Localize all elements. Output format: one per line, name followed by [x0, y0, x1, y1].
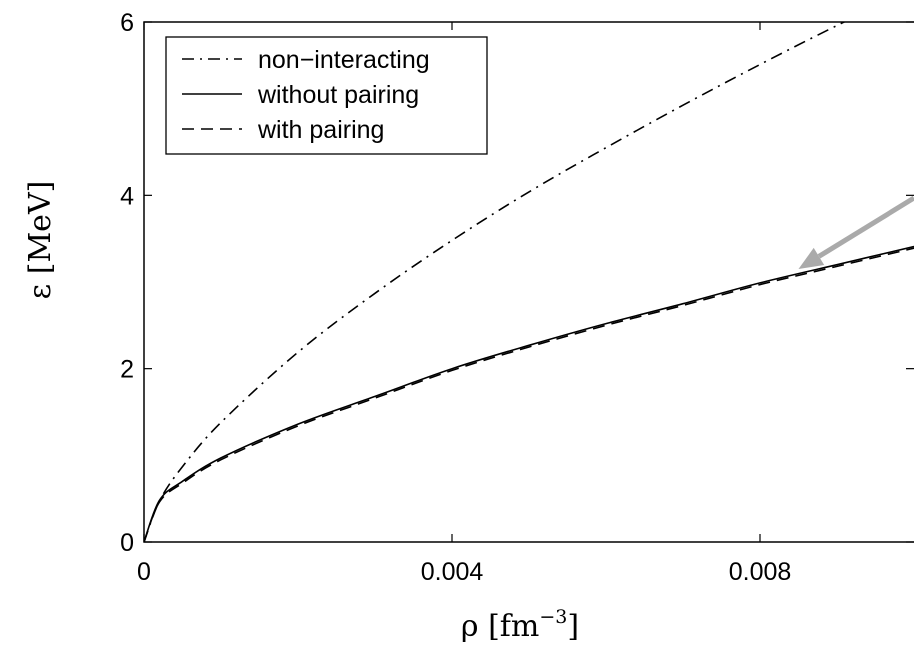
legend-label: with pairing: [257, 116, 384, 144]
x-tick-label: 0: [137, 558, 151, 586]
x-axis-label: ρ [fm−3]: [461, 606, 579, 644]
axis-ticks: 0 0.004 0.008 0 2 4 6: [120, 9, 914, 586]
legend: non−interacting without pairing with pairi…: [165, 36, 488, 155]
arrow-shaft: [817, 195, 914, 259]
series-line-with-pairing: [144, 247, 914, 542]
x-tick-label: 0.008: [729, 558, 792, 586]
plot-curves: [144, 22, 914, 542]
y-axis-label: ε [MeV]: [23, 181, 58, 300]
y-tick-label: 4: [120, 182, 134, 210]
y-tick-label: 6: [120, 9, 134, 37]
legend-box: [165, 36, 488, 155]
plot-frame: [143, 21, 914, 543]
arrow-head: [798, 247, 825, 269]
series-line-non-interacting: [144, 22, 846, 542]
legend-label: without pairing: [257, 81, 419, 109]
annotation-arrow: [798, 195, 914, 269]
x-tick-label: 0.004: [421, 558, 484, 586]
plot-border: [143, 21, 914, 543]
legend-label: non−interacting: [258, 46, 430, 74]
series-line-without-pairing: [144, 245, 914, 542]
y-tick-label: 2: [120, 356, 134, 384]
y-tick-label: 0: [120, 529, 134, 557]
